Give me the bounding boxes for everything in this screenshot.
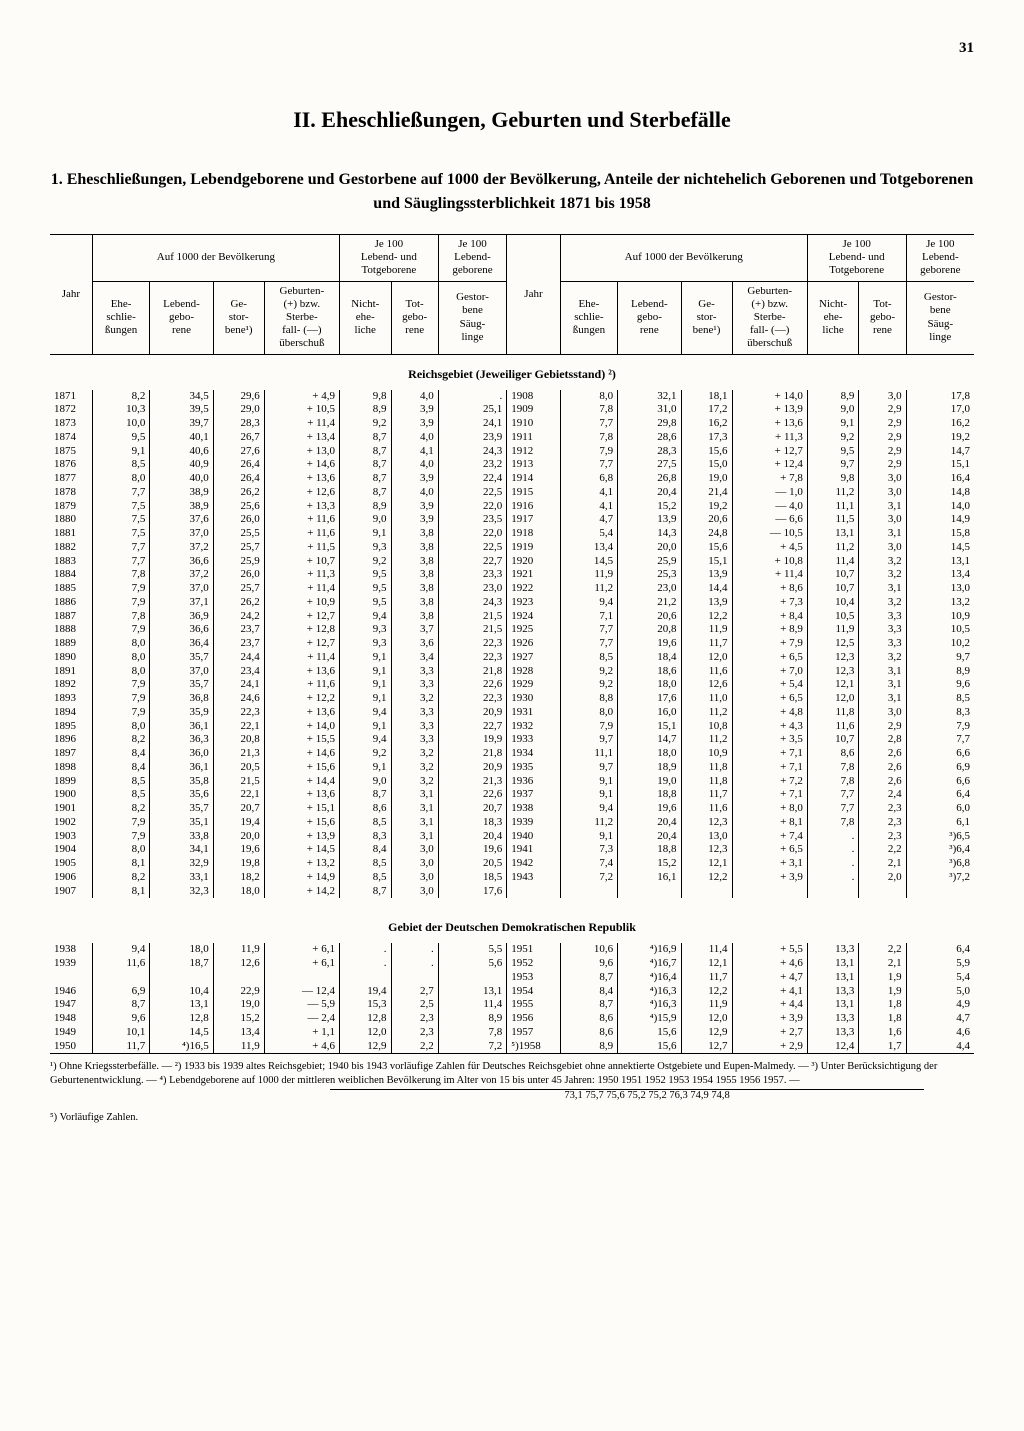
table-row: 187210,339,529,0+ 10,58,93,925,119097,83… <box>50 403 974 417</box>
table-row: 18937,936,824,6+ 12,29,13,222,319308,817… <box>50 692 974 706</box>
table-row: 18718,234,529,6+ 4,99,84,0.19088,032,118… <box>50 390 974 404</box>
table-row: 19478,713,119,0— 5,915,32,511,419558,7⁴)… <box>50 998 974 1012</box>
table-row: 18927,935,724,1+ 11,69,13,322,619299,218… <box>50 678 974 692</box>
table-row: 18847,837,226,0+ 11,39,53,823,3192111,92… <box>50 568 974 582</box>
table-row: 19037,933,820,0+ 13,98,33,120,419409,120… <box>50 830 974 844</box>
table-row: 18778,040,026,4+ 13,68,73,922,419146,826… <box>50 472 974 486</box>
footnote-main: ¹) Ohne Kriegssterbefälle. — ²) 1933 bis… <box>50 1061 937 1086</box>
table-row: 18827,737,225,7+ 11,59,33,822,5191913,42… <box>50 541 974 555</box>
table-row: 19466,910,422,9— 12,419,42,713,119548,4⁴… <box>50 985 974 999</box>
table-row: 18898,036,423,7+ 12,79,33,622,319267,719… <box>50 637 974 651</box>
table-row: 18867,937,126,2+ 10,99,53,824,319239,421… <box>50 596 974 610</box>
table-row: 18947,935,922,3+ 13,69,43,320,919318,016… <box>50 706 974 720</box>
table-row: 18988,436,120,5+ 15,69,13,220,919359,718… <box>50 761 974 775</box>
table-title: 1. Eheschließungen, Lebendgeborene und G… <box>50 168 974 216</box>
table-row: 187310,039,728,3+ 11,49,23,924,119107,72… <box>50 417 974 431</box>
table-row: 18807,537,626,0+ 11,69,03,923,519174,713… <box>50 513 974 527</box>
table-row: 19068,233,118,2+ 14,98,53,018,519437,216… <box>50 871 974 885</box>
table-row: 18787,738,926,2+ 12,68,74,022,519154,120… <box>50 486 974 500</box>
table-row: 18887,936,623,7+ 12,89,33,721,519257,720… <box>50 623 974 637</box>
table-row: 19078,132,318,0+ 14,28,73,017,6 <box>50 885 974 899</box>
footnote-years: 1950 1951 1952 1953 1954 1955 1956 1957.… <box>597 1075 799 1086</box>
table-row: 18759,140,627,6+ 13,08,74,124,319127,928… <box>50 445 974 459</box>
table-row: 18749,540,126,7+ 13,48,74,023,919117,828… <box>50 431 974 445</box>
table-row: 194910,114,513,4+ 1,112,02,37,819578,615… <box>50 1026 974 1040</box>
table-row: 195011,7⁴)16,511,9+ 4,612,92,27,2⁵)19588… <box>50 1040 974 1054</box>
table-row: 18797,538,925,6+ 13,38,93,922,019164,115… <box>50 500 974 514</box>
table-row: 18908,035,724,4+ 11,49,13,422,319278,518… <box>50 651 974 665</box>
table-row: 18837,736,625,9+ 10,79,23,822,7192014,52… <box>50 555 974 569</box>
table-row: 19048,034,119,6+ 14,58,43,019,619417,318… <box>50 843 974 857</box>
section-header: Reichsgebiet (Jeweiliger Gebietsstand) ²… <box>50 354 974 390</box>
table-row: 18877,836,924,2+ 12,79,43,821,519247,120… <box>50 610 974 624</box>
table-row: 19027,935,119,4+ 15,68,53,118,3193911,22… <box>50 816 974 830</box>
table-row: 19008,535,622,1+ 13,68,73,122,619379,118… <box>50 788 974 802</box>
table-row: 18958,036,122,1+ 14,09,13,322,719327,915… <box>50 720 974 734</box>
table-row: 18968,236,320,8+ 15,59,43,319,919339,714… <box>50 733 974 747</box>
table-row: 19058,132,919,8+ 13,28,53,020,519427,415… <box>50 857 974 871</box>
footnote-values: 73,1 75,7 75,6 75,2 75,2 76,3 74,9 74,8 <box>330 1089 924 1101</box>
main-table: Jahr Auf 1000 der Bevölkerung Je 100Lebe… <box>50 234 974 1054</box>
table-row: 18978,436,021,3+ 14,69,23,221,8193411,11… <box>50 747 974 761</box>
section-header: Gebiet der Deutschen Demokratischen Repu… <box>50 908 974 943</box>
table-row: 18918,037,023,4+ 13,69,13,321,819289,218… <box>50 665 974 679</box>
table-row: 18817,537,025,5+ 11,69,13,822,019185,414… <box>50 527 974 541</box>
footnote-5: ⁵) Vorläufige Zahlen. <box>50 1111 974 1125</box>
table-row: 19538,7⁴)16,411,7+ 4,713,11,95,4 <box>50 971 974 985</box>
table-row: 19018,235,720,7+ 15,18,63,120,719389,419… <box>50 802 974 816</box>
table-row: 18768,540,926,4+ 14,68,74,023,219137,727… <box>50 458 974 472</box>
table-row: 18998,535,821,5+ 14,49,03,221,319369,119… <box>50 775 974 789</box>
table-row: 193911,618,712,6+ 6,1..5,619529,6⁴)16,71… <box>50 957 974 971</box>
table-row: 19489,612,815,2— 2,412,82,38,919568,6⁴)1… <box>50 1012 974 1026</box>
table-row: 19389,418,011,9+ 6,1..5,5195110,6⁴)16,91… <box>50 943 974 957</box>
table-row: 18857,937,025,7+ 11,49,53,823,0192211,22… <box>50 582 974 596</box>
chapter-title: II. Eheschließungen, Geburten und Sterbe… <box>50 107 974 133</box>
page-number: 31 <box>50 40 974 57</box>
